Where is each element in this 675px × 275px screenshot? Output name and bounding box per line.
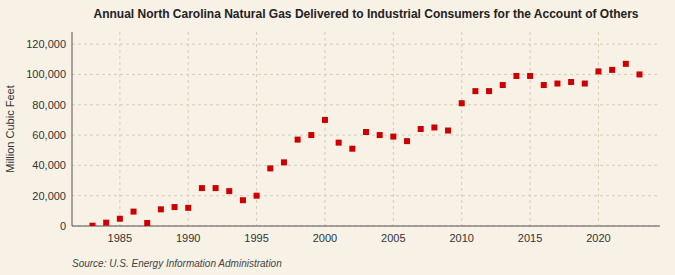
point — [281, 159, 287, 165]
point — [636, 71, 642, 77]
x-tick-label: 2005 — [381, 232, 405, 244]
point — [513, 73, 519, 79]
points — [90, 61, 643, 226]
title: Annual North Carolina Natural Gas Delive… — [94, 7, 639, 21]
point — [267, 165, 273, 171]
x-tick-label: 2020 — [586, 232, 610, 244]
point — [500, 82, 506, 88]
y-axis-label: Million Cubic Feet — [4, 85, 16, 172]
x-tick-label: 2015 — [518, 232, 542, 244]
point — [363, 129, 369, 135]
y-tick-label: 80,000 — [32, 99, 66, 111]
y-grid-line — [72, 104, 660, 105]
y-grid-line — [72, 74, 660, 75]
y-tick-label: 40,000 — [32, 159, 66, 171]
point — [295, 137, 301, 143]
point — [404, 138, 410, 144]
point — [322, 117, 328, 123]
point — [144, 220, 150, 226]
point — [349, 146, 355, 152]
x-grid-line — [393, 32, 394, 226]
point — [472, 88, 478, 94]
point — [158, 206, 164, 212]
point — [568, 79, 574, 85]
background — [0, 0, 675, 275]
x-grid-line — [530, 32, 531, 226]
x-grid-line — [324, 32, 325, 226]
x-tick-label: 1995 — [244, 232, 268, 244]
point — [103, 220, 109, 226]
point — [172, 204, 178, 210]
point — [541, 82, 547, 88]
point — [431, 124, 437, 130]
point — [240, 197, 246, 203]
point — [131, 209, 137, 215]
y-grid-line — [72, 44, 660, 45]
x-grid-line — [119, 32, 120, 226]
point — [213, 185, 219, 191]
point — [254, 193, 260, 199]
point — [90, 223, 96, 226]
y-grid-line — [72, 226, 660, 227]
x-tick-label: 1990 — [176, 232, 200, 244]
y-tick-label: 60,000 — [32, 129, 66, 141]
point — [199, 185, 205, 191]
point — [527, 73, 533, 79]
axes: 0 20,000 40,000 60,000 80,000 100,000 120,000 1… — [4, 32, 660, 244]
x-tick-label: 2010 — [449, 232, 473, 244]
point — [459, 100, 465, 106]
point — [377, 132, 383, 138]
x-tick-label: 2000 — [313, 232, 337, 244]
point — [486, 88, 492, 94]
x-grid-line — [461, 32, 462, 226]
y-grid-line — [72, 195, 660, 196]
point — [554, 81, 560, 87]
x-tick-label: 1985 — [108, 232, 132, 244]
point — [623, 61, 629, 67]
point — [185, 205, 191, 211]
y-grid-line — [72, 165, 660, 166]
x-grid-line — [598, 32, 599, 226]
point — [390, 134, 396, 140]
chart: Annual North Carolina Natural Gas Delive… — [0, 0, 675, 275]
point — [117, 216, 123, 222]
point — [595, 68, 601, 74]
y-tick-label: 20,000 — [32, 190, 66, 202]
point — [609, 67, 615, 73]
point — [445, 128, 451, 134]
source-note: Source: U.S. Energy Information Administ… — [72, 258, 282, 269]
point — [226, 188, 232, 194]
point — [418, 126, 424, 132]
x-axis-line — [72, 226, 660, 227]
point — [582, 81, 588, 87]
point — [308, 132, 314, 138]
y-tick-label: 0 — [60, 220, 66, 232]
x-grid-line — [188, 32, 189, 226]
grid — [72, 32, 660, 226]
y-tick-label: 100,000 — [26, 68, 66, 80]
y-axis-line — [72, 32, 73, 226]
y-tick-label: 120,000 — [26, 38, 66, 50]
point — [336, 140, 342, 146]
